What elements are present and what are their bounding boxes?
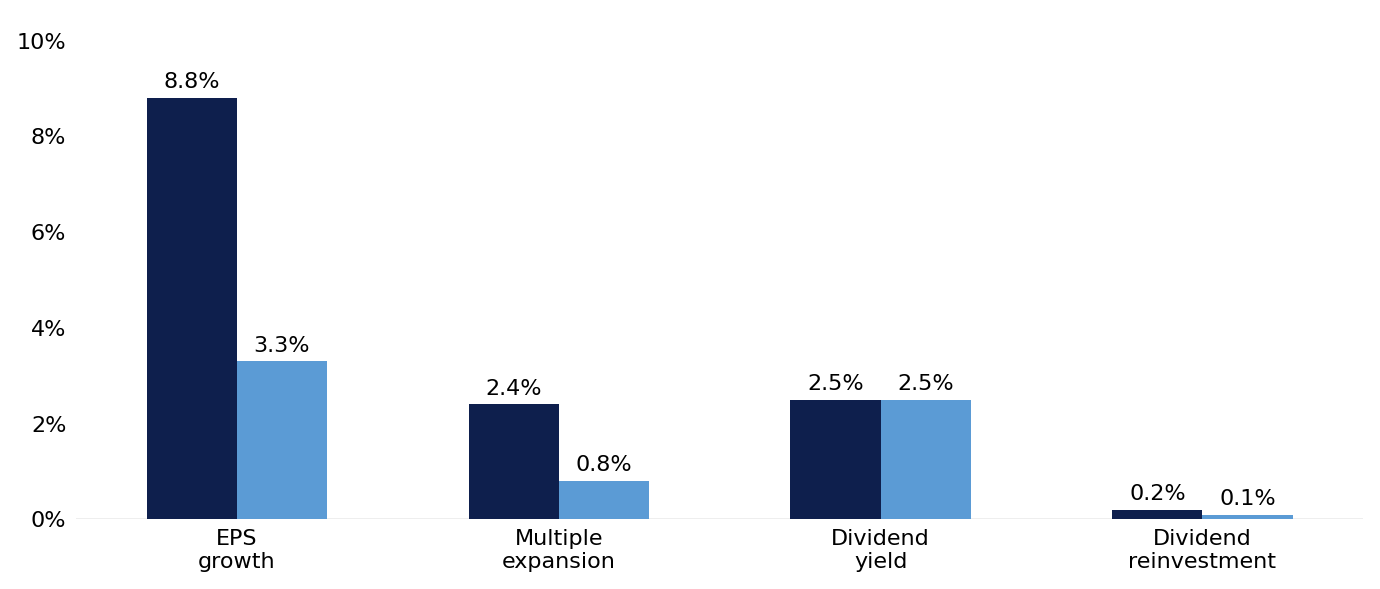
- Text: 2.4%: 2.4%: [486, 379, 542, 399]
- Bar: [1112, 510, 1202, 519]
- Text: 2.5%: 2.5%: [897, 374, 954, 394]
- Text: 0.1%: 0.1%: [1219, 489, 1275, 509]
- Bar: [469, 405, 559, 519]
- Bar: [1202, 515, 1293, 519]
- Text: 3.3%: 3.3%: [254, 336, 310, 356]
- Text: 8.8%: 8.8%: [164, 72, 221, 92]
- Bar: [880, 400, 970, 519]
- Bar: [146, 98, 237, 519]
- Text: 0.8%: 0.8%: [575, 455, 632, 475]
- Bar: [791, 400, 880, 519]
- Bar: [559, 481, 649, 519]
- Text: 2.5%: 2.5%: [807, 374, 864, 394]
- Text: 0.2%: 0.2%: [1129, 484, 1185, 504]
- Bar: [237, 362, 327, 519]
